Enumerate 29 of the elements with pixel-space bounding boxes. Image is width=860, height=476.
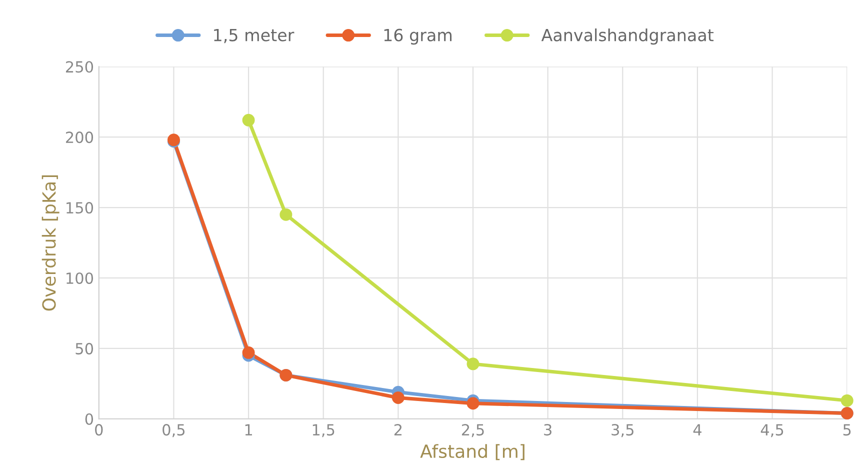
x-tick-label: 3,5 [612,424,634,438]
x-axis-title: Afstand [m] [420,444,524,460]
y-axis-title: Overdruk [pKa] [42,175,60,311]
legend-label: Aanvalshandgranaat [541,28,714,45]
point [840,394,854,407]
x-tick-label: 1 [245,424,252,436]
point [242,114,255,126]
y-tick-label: 150 [66,202,94,214]
x-tick-label: 4 [693,424,702,436]
legend-label: 16 gram [384,28,452,45]
x-tick-label: 5 [843,424,851,436]
legend-label: 1,5 meter [214,28,294,44]
y-tick-label: 50 [76,342,94,354]
y-tick-label: 100 [66,272,94,284]
x-tick-label: 2 [394,424,402,436]
y-tick-label: 0 [85,413,94,425]
y-tick-label: 200 [66,132,94,144]
point [242,346,255,359]
x-tick-label: 3 [544,424,552,436]
x-tick-label: 0,5 [162,424,185,438]
y-tick-label: 250 [66,61,94,73]
point [466,358,480,370]
point [466,397,480,410]
point [280,208,292,221]
x-tick-label: 2,5 [462,424,484,438]
point [392,391,404,404]
x-tick-label: 4,5 [760,424,784,438]
x-tick-label: 0 [95,424,103,436]
x-tick-label: 1,5 [312,424,334,438]
